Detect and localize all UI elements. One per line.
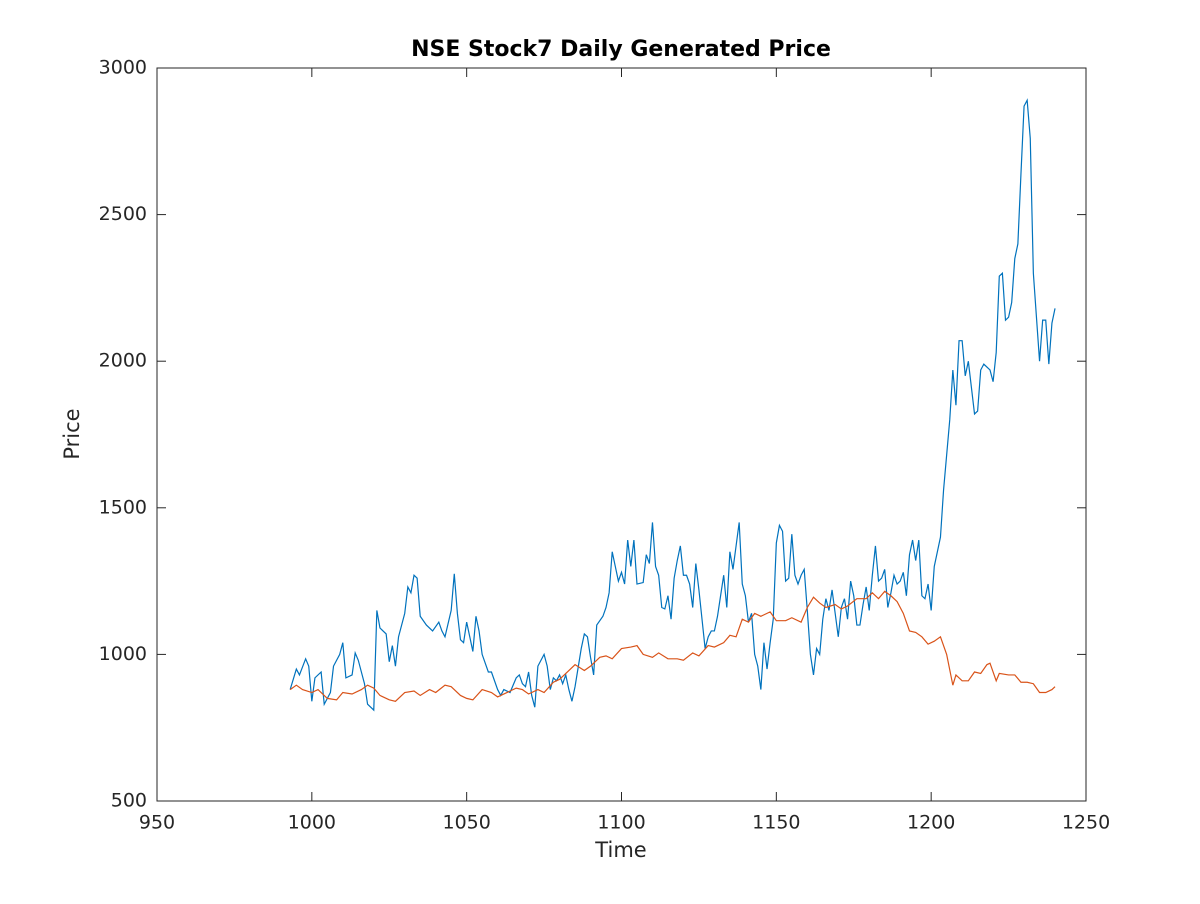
x-tick-label: 1100 — [597, 812, 645, 834]
x-tick-label: 1250 — [1062, 812, 1110, 834]
x-tick-label: 1050 — [442, 812, 490, 834]
x-tick-label: 1150 — [752, 812, 800, 834]
y-tick-label: 3000 — [99, 57, 147, 79]
x-tick-label: 1200 — [907, 812, 955, 834]
x-tick-label: 950 — [139, 812, 175, 834]
x-tick-label: 1000 — [288, 812, 336, 834]
series-line — [289, 98, 1056, 712]
series-line — [289, 590, 1056, 702]
y-tick-label: 1000 — [99, 643, 147, 665]
chart-title: NSE Stock7 Daily Generated Price — [411, 37, 831, 62]
axes-box — [156, 67, 1087, 802]
y-tick-label: 500 — [111, 790, 147, 812]
y-tick-label: 1500 — [99, 496, 147, 518]
y-axis-label: Price — [60, 408, 84, 459]
x-axis-label: Time — [594, 838, 646, 862]
y-tick-label: 2000 — [99, 350, 147, 372]
y-tick-label: 2500 — [99, 203, 147, 225]
